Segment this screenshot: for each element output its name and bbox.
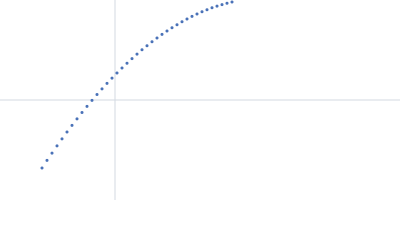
point [150, 40, 154, 44]
point [110, 76, 114, 80]
point [185, 17, 189, 21]
point [90, 98, 94, 102]
point [170, 26, 174, 30]
point [215, 4, 219, 8]
point [175, 23, 179, 27]
point [145, 44, 149, 48]
point [45, 158, 49, 162]
point [155, 36, 159, 40]
point [205, 8, 209, 12]
point [105, 81, 109, 85]
point [115, 71, 119, 75]
point [60, 137, 64, 141]
point [95, 93, 99, 96]
point [200, 10, 204, 14]
point [75, 117, 79, 121]
point [40, 166, 44, 170]
point [220, 3, 224, 7]
point [195, 12, 199, 16]
point [80, 111, 84, 114]
point [160, 32, 164, 36]
point [225, 1, 229, 5]
point [165, 29, 169, 33]
page: (() => { const data = JSON.parse(documen… [0, 0, 400, 200]
point [135, 52, 139, 56]
point [85, 104, 89, 108]
point [125, 61, 129, 65]
point [130, 57, 134, 61]
chart [0, 0, 400, 200]
point [180, 20, 184, 24]
point [65, 130, 69, 134]
point [55, 144, 59, 148]
point [100, 87, 104, 91]
point [50, 151, 54, 155]
point [140, 48, 144, 52]
point [210, 6, 214, 10]
point [230, 0, 234, 4]
point [120, 66, 124, 70]
point [70, 123, 74, 127]
point [190, 14, 194, 18]
